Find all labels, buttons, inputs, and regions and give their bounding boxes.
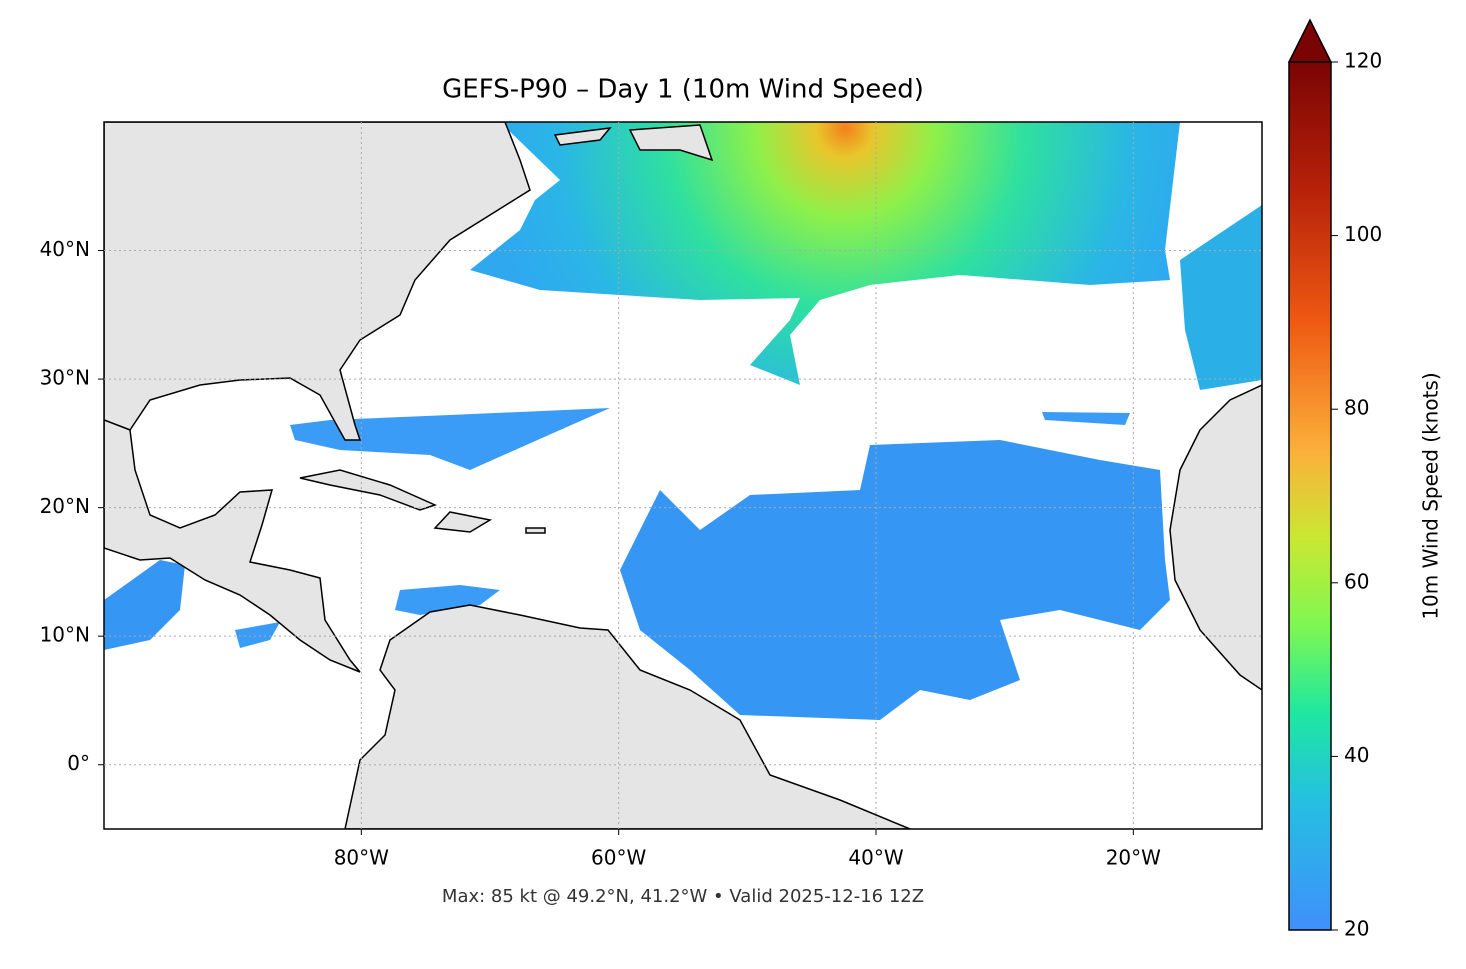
map (104, 122, 1262, 829)
subtitle: Max: 85 kt @ 49.2°N, 41.2°W • Valid 2025… (442, 886, 924, 907)
colorbar-tick-label: 20 (1344, 917, 1369, 941)
y-tick-label: 20°N (40, 494, 90, 518)
y-tick-label: 10°N (40, 623, 90, 647)
colorbar-tick-label: 100 (1344, 222, 1382, 246)
x-tick-label: 20°W (1106, 846, 1161, 870)
colorbar-extend (1287, 18, 1333, 63)
plot-frame (103, 121, 1263, 830)
chart-title: GEFS-P90 – Day 1 (10m Wind Speed) (442, 75, 924, 105)
wind-field (104, 122, 1262, 720)
colorbar-tick-label: 60 (1344, 569, 1369, 593)
land (104, 122, 1262, 829)
x-tick-label: 40°W (848, 846, 903, 870)
y-tick-label: 0° (67, 751, 90, 775)
x-tick-label: 60°W (591, 846, 646, 870)
colorbar-tick-label: 120 (1344, 49, 1382, 73)
y-tick-label: 30°N (40, 366, 90, 390)
colorbar-tick-label: 80 (1344, 396, 1369, 420)
colorbar-label: 10m Wind Speed (knots) (1419, 372, 1443, 619)
y-tick-label: 40°N (40, 237, 90, 261)
colorbar-tick-label: 40 (1344, 743, 1369, 767)
x-tick-label: 80°W (334, 846, 389, 870)
colorbar (1288, 61, 1332, 931)
